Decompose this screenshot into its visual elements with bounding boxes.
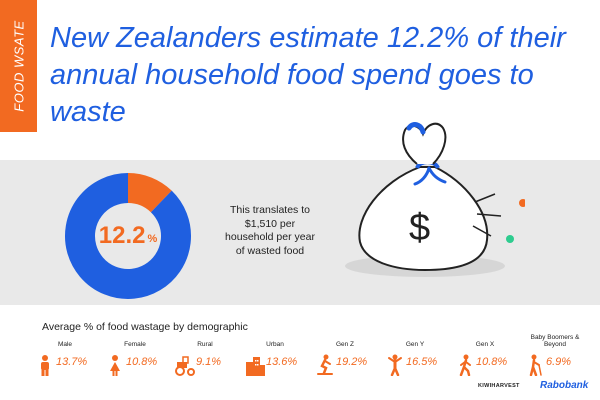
demographic-gen-x: Gen X 10.8% [450, 341, 520, 381]
bag-body [358, 166, 489, 272]
demographic-label: Female [124, 341, 146, 348]
demographic-label: Urban [266, 341, 284, 348]
orange-dot [519, 199, 525, 207]
section-title: Average % of food wastage by demographic [42, 321, 248, 333]
donut-chart: 12.2 % [64, 172, 192, 300]
demographic-male: Male 13.7% [30, 341, 100, 381]
demographic-female: Female 10.8% [100, 341, 170, 381]
buildings-icon [244, 354, 266, 376]
demographic-label: Male [57, 341, 73, 348]
skateboarder-icon [314, 354, 336, 376]
donut-slice-not-wasted [65, 173, 191, 299]
donut-unit: % [147, 233, 158, 245]
male-icon [34, 354, 56, 376]
demographic-label: Rural [197, 341, 213, 348]
demographic-value: 10.8% [126, 356, 158, 368]
tractor-icon [174, 354, 196, 376]
female-icon [104, 354, 126, 376]
demographic-label: Gen X [475, 341, 495, 348]
donut-center-label: 12.2 % [64, 172, 192, 300]
demographic-value: 13.7% [56, 356, 88, 368]
demographic-value: 16.5% [406, 356, 438, 368]
demographic-gen-z: Gen Z 19.2% [310, 341, 380, 381]
donut-slice-wasted [127, 173, 172, 213]
demographic-label: Baby Boomers & Beyond [530, 334, 580, 348]
demographic-value: 19.2% [336, 356, 368, 368]
demographics-row: Male 13.7% Female 10.8% Rural 9.1% Urban 13.6% G… [30, 334, 595, 381]
person-walking-icon [454, 354, 476, 377]
person-cheering-icon [384, 354, 406, 377]
translate-text: This translates to $1,510 per household … [225, 204, 315, 257]
side-tab-label: FOOD WSATE [11, 20, 26, 112]
money-bag-icon: $ [325, 112, 525, 282]
demographic-label: Gen Z [335, 341, 355, 348]
demographic-baby-boomers-beyond: Baby Boomers & Beyond 6.9% [520, 334, 590, 381]
demographic-label: Gen Y [405, 341, 425, 348]
person-with-cane-icon [524, 354, 546, 377]
demographic-rural: Rural 9.1% [170, 341, 240, 381]
logos: KIWIHARVEST Rabobank [478, 380, 596, 394]
demographic-urban: Urban 13.6% [240, 341, 310, 381]
green-dot [506, 235, 514, 243]
bag-top-shade [406, 122, 426, 135]
demographic-value: 13.6% [266, 356, 298, 368]
rabobank-logo: Rabobank [540, 380, 589, 391]
donut-svg [65, 173, 191, 299]
demographic-value: 6.9% [546, 356, 572, 368]
demographic-value: 10.8% [476, 356, 508, 368]
side-tab: FOOD WSATE [0, 0, 37, 132]
dollar-symbol: $ [409, 207, 430, 249]
demographic-gen-y: Gen Y 16.5% [380, 341, 450, 381]
kiwiharvest-logo: KIWIHARVEST [478, 383, 520, 389]
headline: New Zealanders estimate 12.2% of their a… [50, 22, 566, 128]
donut-value: 12.2 [98, 222, 146, 249]
demographic-value: 9.1% [196, 356, 222, 368]
